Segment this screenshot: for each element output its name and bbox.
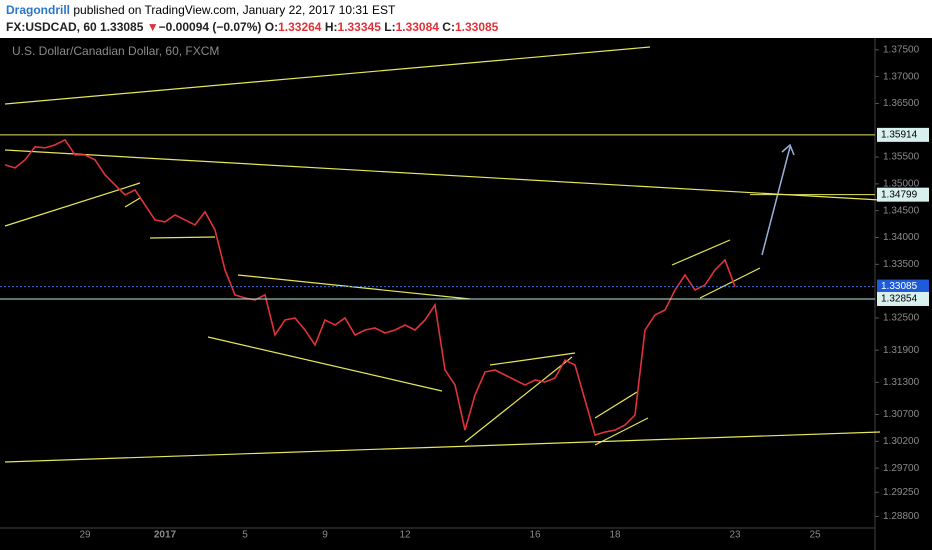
y-tick-label: 1.31300 [883,377,920,388]
y-tick-label: 1.28800 [883,511,920,522]
price-label-box [877,279,929,294]
symbol: FX:USDCAD, 60 [6,20,97,34]
author[interactable]: Dragondrill [6,3,71,17]
y-tick-label: 1.32500 [883,313,920,324]
x-tick-label: 5 [242,530,248,541]
arrow-drawing [761,143,795,256]
y-tick-label: 1.36500 [883,98,920,109]
price-label: 1.35914 [881,130,918,141]
y-tick-label: 1.30200 [883,436,920,447]
price-label-box [877,187,929,202]
c-label: C: [442,20,455,34]
x-tick-label: 9 [322,530,328,541]
background [0,38,932,550]
x-tick-label: 2017 [154,530,177,541]
watermark: U.S. Dollar/Canadian Dollar, 60, FXCM [12,44,219,58]
y-tick-label: 1.33500 [883,259,920,270]
c: 1.33085 [454,20,499,34]
change: −0.00094 (−0.07%) [158,20,262,34]
y-tick-label: 1.35000 [883,179,920,190]
l-label: L: [384,20,396,34]
x-tick-label: 16 [529,530,541,541]
quote-row: FX:USDCAD, 60 1.33085 ▼−0.00094 (−0.07%)… [6,20,498,34]
last: 1.33085 [100,20,144,34]
x-tick-label: 12 [399,530,411,541]
o: 1.33264 [278,20,322,34]
y-tick-label: 1.31900 [883,345,920,356]
x-tick-label: 23 [729,530,741,541]
price-label-box [877,291,929,306]
arrow: ▼ [146,20,159,34]
price-label: 1.33085 [881,281,918,292]
h: 1.33345 [337,20,381,34]
price-label: 1.34799 [881,189,918,200]
published: published on TradingView.com, January 22… [73,3,396,17]
price-label-box [877,127,929,142]
publish-row: Dragondrill published on TradingView.com… [6,3,395,17]
y-tick-label: 1.30700 [883,409,920,420]
price-line [4,138,736,437]
y-tick-label: 1.37500 [883,44,920,55]
x-tick-label: 25 [809,530,821,541]
x-tick-label: 29 [79,530,91,541]
h-label: H: [324,20,338,34]
y-tick-label: 1.34500 [883,205,920,216]
y-tick-label: 1.29700 [883,463,920,474]
x-tick-label: 18 [609,530,621,541]
y-tick-label: 1.34000 [883,232,920,243]
chart: U.S. Dollar/Canadian Dollar, 60, FXCM 1.… [0,38,932,550]
y-tick-label: 1.35500 [883,152,920,163]
y-tick-label: 1.37000 [883,71,920,82]
price-label: 1.32854 [881,294,918,305]
o-label: O: [264,20,279,34]
y-tick-label: 1.29250 [883,487,920,498]
drawings [4,46,881,463]
header: Dragondrill published on TradingView.com… [0,0,932,38]
l: 1.33084 [395,20,439,34]
